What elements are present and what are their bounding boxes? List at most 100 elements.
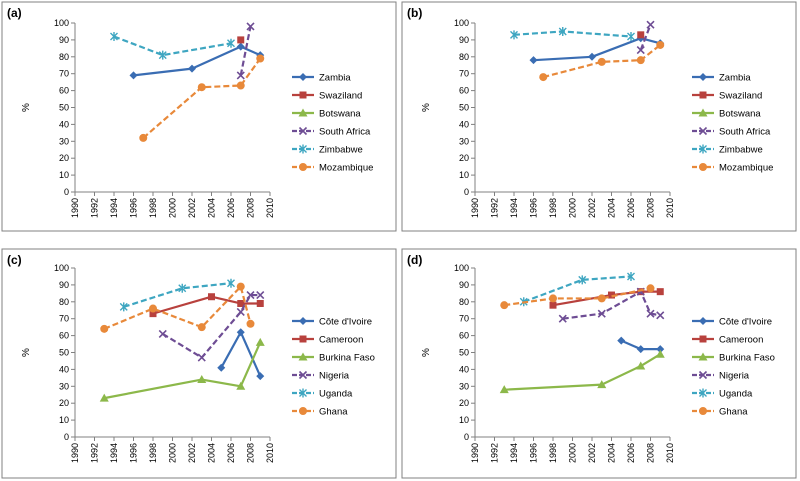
legend-label: Zambia [319,73,351,84]
legend-label: Zimbabwe [719,145,763,156]
series [637,31,645,39]
legend-marker [298,108,308,117]
data-point [558,314,567,323]
x-tick-label: 1994 [509,198,519,218]
legend-label: Swaziland [719,91,762,102]
series [217,328,265,381]
data-point [236,381,246,390]
y-tick-label: 100 [454,263,469,273]
y-tick-label: 20 [459,153,469,163]
x-tick-label: 2006 [626,198,636,218]
legend-item: Swaziland [692,91,762,102]
series [500,284,655,310]
y-tick-label: 60 [459,86,469,96]
y-tick-label: 50 [59,348,69,358]
panel-label: (c) [7,253,22,267]
legend-marker [698,126,708,136]
legend-marker [298,126,308,136]
x-tick-label: 2010 [265,198,275,218]
series-line [142,57,262,139]
legend-item: Nigeria [692,371,750,382]
x-tick-label: 1998 [548,443,558,463]
series [149,293,264,318]
series [236,22,255,80]
data-point [529,56,538,65]
legend-label: Zambia [719,73,751,84]
legend-label: Botswana [319,109,361,120]
panel-frame [1,248,397,479]
data-point [597,309,606,318]
series [499,349,665,394]
data-point [627,271,635,281]
series [539,40,665,82]
x-tick-label: 2006 [226,198,236,218]
legend-marker [299,335,307,343]
legend-label: Côte d'Ivoire [719,317,772,328]
x-tick-label: 2010 [665,198,675,218]
data-point [636,45,645,55]
series-line [504,287,651,307]
data-point [99,393,109,402]
legend-item: Zimbabwe [692,144,763,156]
data-point [656,311,665,320]
legend-item: Nigeria [292,371,350,382]
data-point [597,57,606,66]
data-point [256,290,265,300]
data-point [255,337,265,346]
data-point [197,353,206,362]
x-tick-label: 1994 [109,443,119,463]
y-tick-label: 0 [464,432,469,442]
data-point [256,299,264,307]
data-point [100,324,109,333]
data-point [636,361,646,370]
data-point [227,278,235,288]
x-tick-label: 1990 [470,198,480,218]
x-tick-label: 1996 [529,443,539,463]
x-tick-label: 2010 [665,443,675,463]
x-tick-label: 2002 [587,198,597,218]
series [119,278,235,312]
data-point [637,31,645,39]
data-point [129,71,138,80]
legend-item: Botswana [292,108,361,120]
series [617,336,665,354]
y-tick-label: 50 [59,103,69,113]
data-point [197,323,206,332]
x-tick-label: 1992 [90,443,100,463]
data-point [539,73,548,82]
legend-item: Burkina Faso [292,352,375,364]
legend-marker [698,352,708,361]
legend-label: Nigeria [319,371,350,382]
legend-label: Burkina Faso [319,353,375,364]
y-tick-label: 70 [459,314,469,324]
y-tick-label: 70 [459,69,469,79]
y-axis-label: % [421,103,432,112]
y-tick-label: 60 [59,331,69,341]
series [237,36,245,44]
series-line [504,353,661,391]
series-line [239,26,252,76]
y-tick-label: 0 [464,187,469,197]
legend-label: Mozambique [319,163,373,174]
legend-marker [699,73,707,81]
legend-item: Zambia [692,73,751,84]
y-tick-label: 80 [459,52,469,62]
data-point [236,42,245,51]
legend-label: Uganda [319,389,353,400]
y-tick-label: 50 [459,348,469,358]
data-point [256,372,265,381]
legend-marker [698,370,708,380]
x-tick-label: 1998 [148,198,158,218]
data-point [246,290,255,300]
series-line [523,275,632,303]
x-tick-label: 2010 [265,443,275,463]
chart-panel: (c) 0 10 20 30 40 50 60 70 80 90 100 1990 1992 1994 199… [1,248,397,479]
data-point [236,71,245,80]
series-line [542,44,661,79]
x-tick-label: 2008 [246,443,256,463]
data-point [208,293,215,301]
x-tick-label: 1996 [529,198,539,218]
series-line [533,37,661,62]
data-point [197,375,207,384]
data-point [499,385,509,394]
